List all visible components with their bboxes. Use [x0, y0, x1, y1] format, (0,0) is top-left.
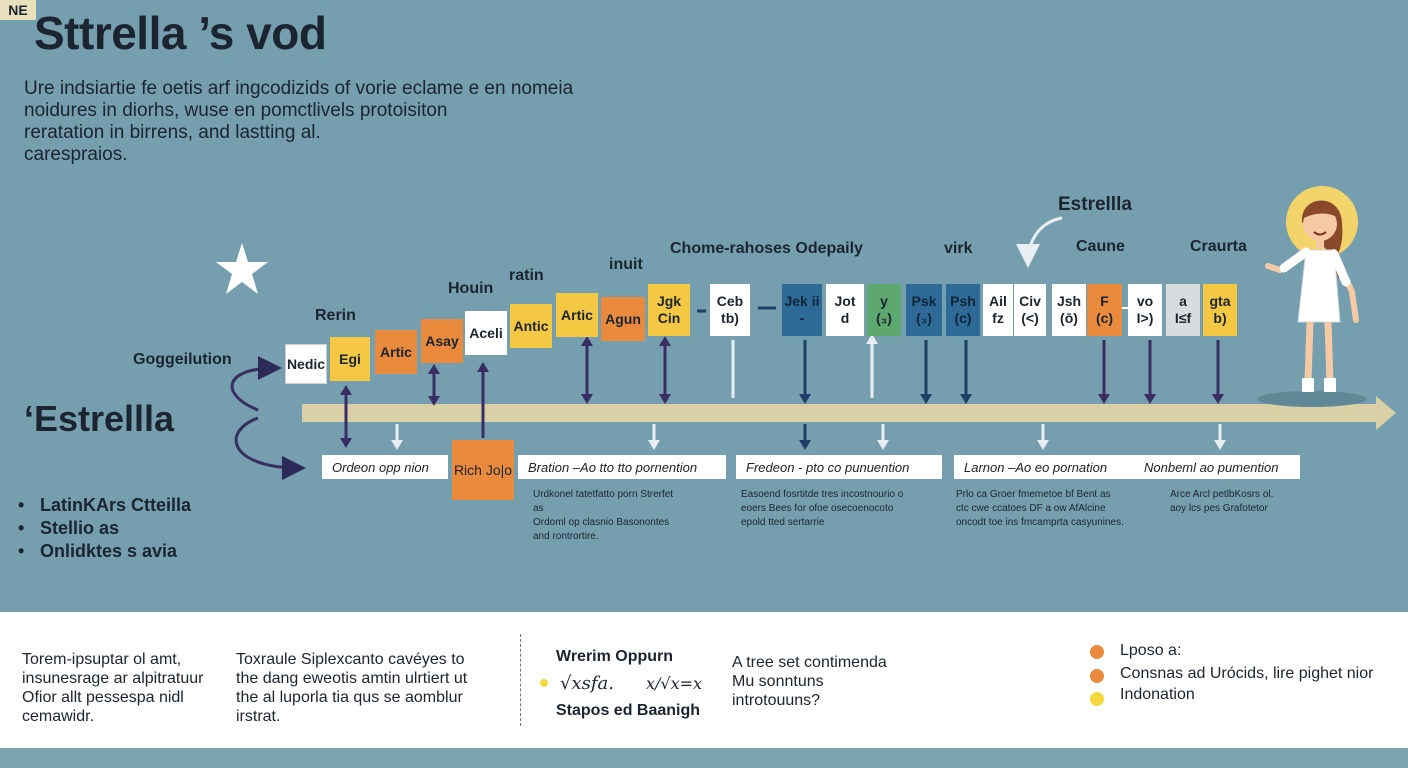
- text-line: insunesrage ar alpitratuur: [22, 670, 204, 687]
- timeline-block: Jot d: [826, 284, 864, 336]
- bullet-item: LatinKArs Ctteilla: [18, 494, 191, 517]
- timeline-block: Civ (<): [1014, 284, 1046, 336]
- text-line: introtouuns?: [732, 692, 821, 709]
- text-line: Torem-ipsuptar ol amt,: [22, 651, 182, 668]
- group-label: Chome-rahoses Odepaily: [670, 240, 863, 257]
- timeline-block: gta b): [1203, 284, 1237, 336]
- caption-box: Ordeon opp nion: [322, 455, 448, 479]
- timeline-block: y (₃): [867, 284, 901, 336]
- timeline-block: Agun: [601, 297, 645, 341]
- bottom-col1: Torem-ipsuptar ol amt, insunesrage ar al…: [22, 650, 203, 726]
- timeline-block: Ail fz: [983, 284, 1013, 336]
- timeline-block: Antic: [510, 304, 552, 348]
- side-label: Goggeilution: [133, 351, 232, 368]
- timeline-block: Jek ii -: [782, 284, 822, 336]
- bullet-item: Onlidktes s avia: [18, 540, 191, 563]
- caption-box: Larnon –Ao eo pornation: [954, 455, 1140, 479]
- formula-title: Wrerim Oppurn: [556, 648, 674, 665]
- caption-box: Fredeon - pto co punuention: [736, 455, 942, 479]
- curve-arrow-down: [234, 416, 306, 480]
- formula-1: √xsfa.: [560, 673, 614, 694]
- group-label: ratin: [509, 267, 544, 284]
- rich-box: Rich Jo|o: [452, 440, 514, 500]
- intro-line: Ure indsiartie fe oetis arf ingcodizids …: [24, 78, 574, 99]
- connectors: [344, 340, 1222, 446]
- timeline-block: Nedic: [285, 344, 327, 384]
- detail-text: Arce Arcl petlbKosrs ol. aoy lcs pes Gra…: [1170, 489, 1274, 514]
- text-line: the dang eweotis amtin ulrtiert ut: [236, 670, 468, 687]
- detail-text: Easoend fosrtitde tres incostnourio o eo…: [741, 489, 904, 528]
- page-title: Sttrella ’s vod: [34, 7, 327, 59]
- timeline-block: Ceb tb): [710, 284, 750, 336]
- timeline-block: Artic: [375, 330, 417, 374]
- detail-text: Urdkonel tatetfatto porn Strerfet as Ord…: [533, 489, 674, 542]
- timeline-block: Psk (₃): [906, 284, 942, 336]
- timeline-block: vo I>): [1128, 284, 1162, 336]
- group-label: inuit: [609, 256, 643, 273]
- group-label: Houin: [448, 280, 494, 297]
- timeline-block: Egi: [330, 337, 370, 381]
- bullet-list: LatinKArs Ctteilla Stellio as Onlidktes …: [18, 494, 191, 563]
- legend-dot: [1090, 669, 1104, 683]
- text-line: Ofior allt pessespa nidl: [22, 689, 184, 706]
- legend-dot: [1090, 692, 1104, 706]
- group-label: Craurta: [1190, 238, 1247, 255]
- timeline-block: a I≤f: [1166, 284, 1200, 336]
- text-line: irstrat.: [236, 708, 281, 725]
- bullet-dot: [540, 679, 548, 687]
- formula-subtitle: Stapos ed Baanigh: [556, 702, 701, 719]
- intro-line: noidures in diorhs, wuse en pomctlivels …: [24, 100, 448, 121]
- text-line: the al luporla tia qus se aomblur: [236, 689, 463, 706]
- text-line: Toxraule Siplexcanto cavéyes to: [236, 651, 465, 668]
- timeline-diagram: [230, 216, 1396, 480]
- timeline-bar: [302, 404, 1380, 422]
- brand-label: ‘Estrellla: [24, 398, 175, 439]
- group-label: Estrellla: [1058, 194, 1132, 215]
- caption-box: Nonbeml ao pumention: [1138, 455, 1300, 479]
- divider: [520, 634, 521, 726]
- intro-line: reratation in birrens, and lastting al.: [24, 122, 321, 143]
- bottom-col4: A tree set contimenda Mu sonntuns introt…: [732, 653, 887, 710]
- text-line: cemawidr.: [22, 708, 95, 725]
- text-line: A tree set contimenda: [732, 654, 887, 671]
- timeline-block: Psh (c): [946, 284, 980, 336]
- timeline-block: Artic: [556, 293, 598, 337]
- bottom-col2: Toxraule Siplexcanto cavéyes to the dang…: [236, 650, 467, 726]
- timeline-block: F (c): [1087, 284, 1122, 336]
- estrella-arrow: [1016, 216, 1063, 268]
- intro-text: Ure indsiartie fe oetis arf ingcodizids …: [24, 78, 664, 166]
- group-label: virk: [944, 240, 973, 257]
- timeline-block: Asay: [421, 319, 463, 363]
- group-label: Rerin: [315, 307, 356, 324]
- legend-label: Consnas ad Urócids, lire pighet nior: [1120, 665, 1374, 682]
- start-tag: NE: [0, 0, 36, 20]
- timeline-block: Jgk Cin: [648, 284, 690, 336]
- legend-label: Lposo a:: [1120, 642, 1182, 659]
- footer-strip: [0, 748, 1408, 768]
- detail-text: Prlo ca Groer fmemetoe bf Bent as ctc cw…: [956, 489, 1124, 528]
- group-label: Caune: [1076, 238, 1125, 255]
- legend-label: Indonation: [1120, 686, 1195, 703]
- legend-dot: [1090, 645, 1104, 659]
- intro-line: carespraios.: [24, 144, 128, 165]
- curve-arrow-up: [230, 356, 282, 412]
- bottom-panel: [0, 612, 1408, 748]
- text-line: Mu sonntuns: [732, 673, 824, 690]
- star-icon: [216, 243, 268, 294]
- character-illustration: [1257, 186, 1367, 407]
- timeline-block: Jsh (ō): [1052, 284, 1086, 336]
- formula-2: x/√x=x: [646, 674, 703, 693]
- timeline-arrowhead: [1376, 396, 1396, 430]
- timeline-block: Aceli: [465, 311, 507, 355]
- bullet-item: Stellio as: [18, 517, 191, 540]
- caption-box: Bration –Ao tto tto pornention: [518, 455, 726, 479]
